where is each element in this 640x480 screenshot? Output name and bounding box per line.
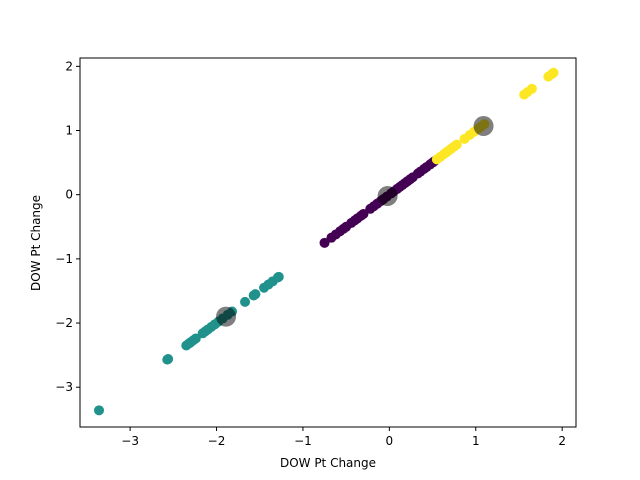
x-axis-label: DOW Pt Change (280, 456, 376, 470)
centroid-2 (216, 306, 237, 327)
y-tick-label: 1 (65, 124, 73, 138)
y-tick-label: −2 (55, 316, 73, 330)
point-cluster-2-18 (240, 296, 251, 307)
x-tick-label: 0 (386, 434, 394, 448)
point-cluster-3-17 (526, 83, 537, 94)
point-cluster-2-1 (94, 405, 105, 416)
y-tick-label: −3 (55, 380, 73, 394)
y-axis-ticks: −3 −2 −1 0 1 2 (55, 59, 80, 394)
point-cluster-2-8 (190, 333, 201, 344)
y-axis-label: DOW Pt Change (29, 195, 43, 291)
point-cluster-2-20 (250, 289, 261, 300)
cluster-centroids (216, 116, 494, 327)
x-tick-label: −3 (121, 434, 139, 448)
point-cluster-2-3 (163, 353, 174, 364)
x-axis-ticks: −3 −2 −1 0 1 2 (121, 427, 566, 448)
point-cluster-1-1 (319, 237, 330, 248)
x-tick-label: 2 (558, 434, 566, 448)
centroid-1 (377, 185, 398, 206)
y-tick-label: −1 (55, 252, 73, 266)
x-tick-label: 1 (472, 434, 480, 448)
point-cluster-2-25 (273, 271, 284, 282)
centroid-3 (473, 116, 494, 137)
point-cluster-3-20 (548, 67, 559, 78)
y-tick-label: 0 (65, 188, 73, 202)
x-tick-label: −2 (208, 434, 226, 448)
y-tick-label: 2 (65, 59, 73, 73)
point-cluster-1-11 (358, 208, 369, 219)
plot-frame (79, 57, 577, 428)
x-tick-label: −1 (294, 434, 312, 448)
point-cluster-3-8 (451, 139, 462, 150)
